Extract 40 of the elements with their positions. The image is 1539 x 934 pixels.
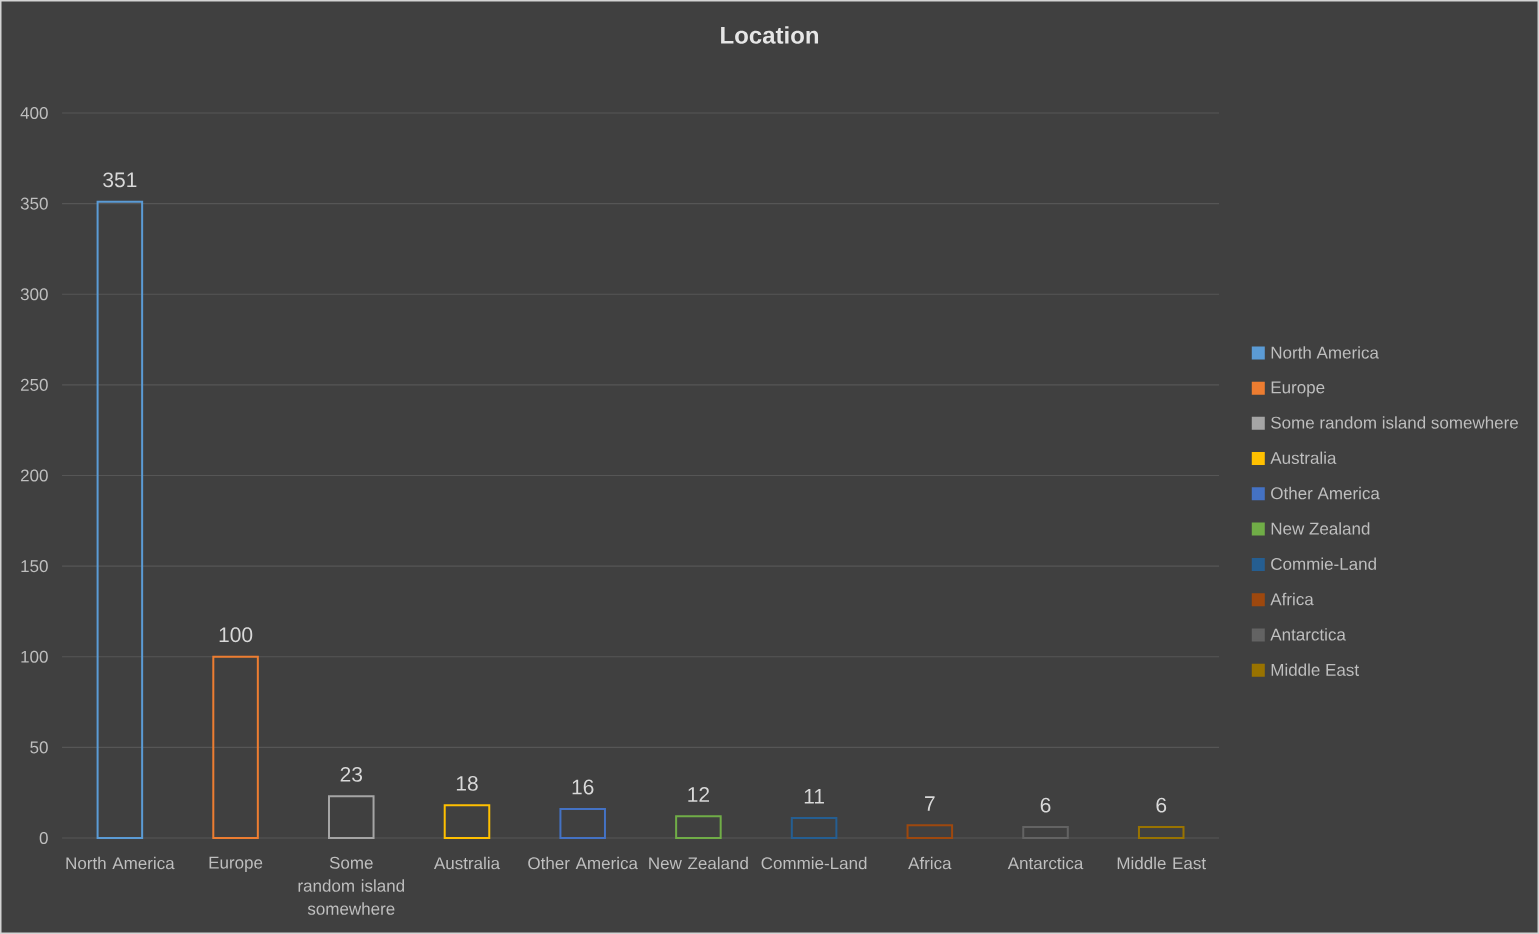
data-label: 18	[456, 775, 478, 791]
data-label: 16	[572, 779, 594, 795]
y-tick-label: 350	[20, 197, 48, 210]
x-tick-label: Europe	[209, 856, 263, 873]
y-tick-label: 200	[20, 469, 48, 482]
legend-label: Antarctica	[1270, 628, 1346, 641]
y-tick-label: 50	[30, 741, 48, 754]
x-tick-label: Some random island somewhere	[298, 856, 405, 915]
x-tick-label: Middle East	[1117, 856, 1206, 870]
chart-title: Location	[721, 26, 819, 44]
x-tick-label: Other America	[528, 856, 638, 870]
data-label: 351	[103, 172, 137, 188]
y-tick-label: 400	[20, 106, 48, 120]
legend-label: New Zealand	[1271, 522, 1370, 535]
data-label: 7	[925, 796, 935, 811]
legend-label: North America	[1271, 346, 1379, 359]
x-tick-label: Antarctica	[1007, 856, 1084, 870]
data-label: 23	[340, 766, 363, 782]
legend-label: Europe	[1271, 381, 1325, 397]
x-tick-label: North America	[66, 856, 175, 870]
y-tick-label: 150	[21, 560, 48, 573]
x-tick-label: Commie-Land	[761, 856, 867, 870]
x-tick-label: Africa	[908, 856, 952, 870]
x-tick-label: Australia	[433, 856, 501, 870]
legend-label: Some random island somewhere	[1271, 416, 1518, 429]
legend-label: Commie-Land	[1271, 557, 1376, 570]
legend-label: Australia	[1270, 451, 1337, 465]
data-label: 6	[1040, 797, 1051, 813]
legend-label: Middle East	[1271, 663, 1359, 676]
y-tick-label: 100	[21, 650, 48, 663]
data-label: 6	[1156, 797, 1167, 813]
data-label: 100	[219, 627, 253, 643]
data-label: 12	[688, 787, 710, 802]
data-label: 11	[804, 789, 824, 804]
legend-label: Other America	[1271, 486, 1380, 500]
legend-label: Africa	[1270, 592, 1314, 606]
y-tick-label: 0	[39, 831, 48, 845]
y-tick-label: 300	[20, 288, 48, 301]
x-tick-label: New Zealand	[649, 856, 748, 870]
y-tick-label: 250	[20, 378, 48, 391]
